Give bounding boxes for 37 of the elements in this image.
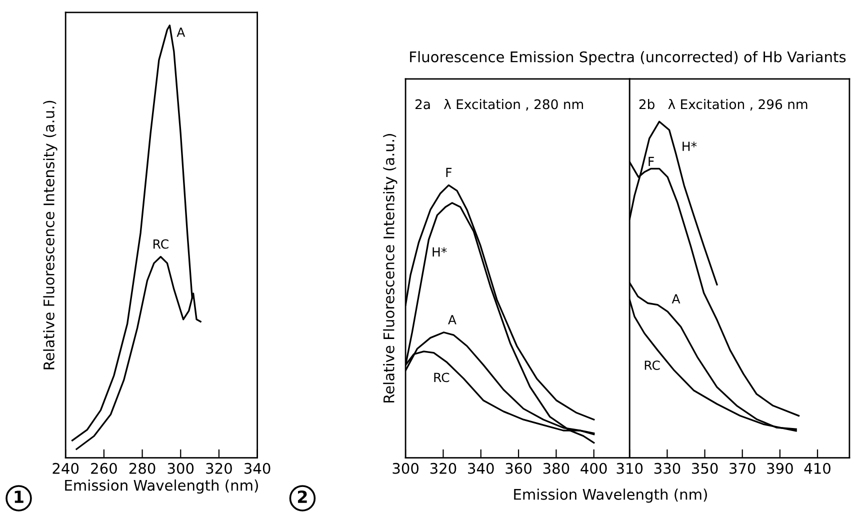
x-tick-label: 350 — [692, 462, 718, 474]
series-label: A — [176, 28, 186, 37]
x-tick-label: 280 — [129, 462, 156, 474]
x-tick-label: 260 — [91, 462, 117, 474]
text: 2a λ Excitation , 280 nm — [415, 99, 584, 111]
series-label: RC — [434, 372, 450, 382]
series-label: F — [446, 168, 452, 178]
x-tick-label: 310 — [616, 462, 643, 474]
x-tick-label: 340 — [244, 462, 270, 474]
text: 1 — [14, 490, 24, 503]
x-axis-title: Emission Wavelength (nm) — [65, 480, 258, 494]
x-tick-label: 410 — [804, 462, 830, 474]
x-tick-label: 390 — [767, 462, 793, 474]
text: 2b λ Excitation , 296 nm — [639, 99, 808, 111]
series-label: A — [448, 315, 456, 324]
y-axis-title: Relative Fluorescence Intensity (a.u.) — [383, 134, 398, 402]
x-tick-label: 370 — [730, 462, 756, 474]
chart-title: Fluorescence Emission Spectra (uncorrected) of Hb Variants — [410, 51, 846, 66]
series-label: RC — [154, 239, 168, 249]
series-label: RC — [644, 360, 660, 370]
series-label: H* — [682, 142, 697, 151]
series-label: H* — [432, 247, 447, 257]
x-tick-label: 400 — [580, 462, 607, 474]
series-label: A — [672, 294, 680, 304]
x-tick-label: 330 — [654, 462, 680, 474]
text: 2 — [298, 490, 307, 503]
x-tick-label: 300 — [392, 462, 418, 474]
x-tick-label: 360 — [506, 462, 532, 474]
x-tick-label: 320 — [206, 462, 232, 474]
x-tick-label: 320 — [430, 462, 456, 474]
x-tick-label: 240 — [52, 462, 79, 474]
x-tick-label: 380 — [543, 462, 570, 474]
x-axis-title: Emission Wavelength (nm) — [514, 488, 707, 503]
x-tick-label: 300 — [168, 462, 194, 474]
y-axis-title: Relative Fluorescence Intensity (a.u.) — [43, 100, 58, 370]
series-label: F — [648, 156, 654, 166]
x-tick-label: 340 — [468, 462, 494, 474]
